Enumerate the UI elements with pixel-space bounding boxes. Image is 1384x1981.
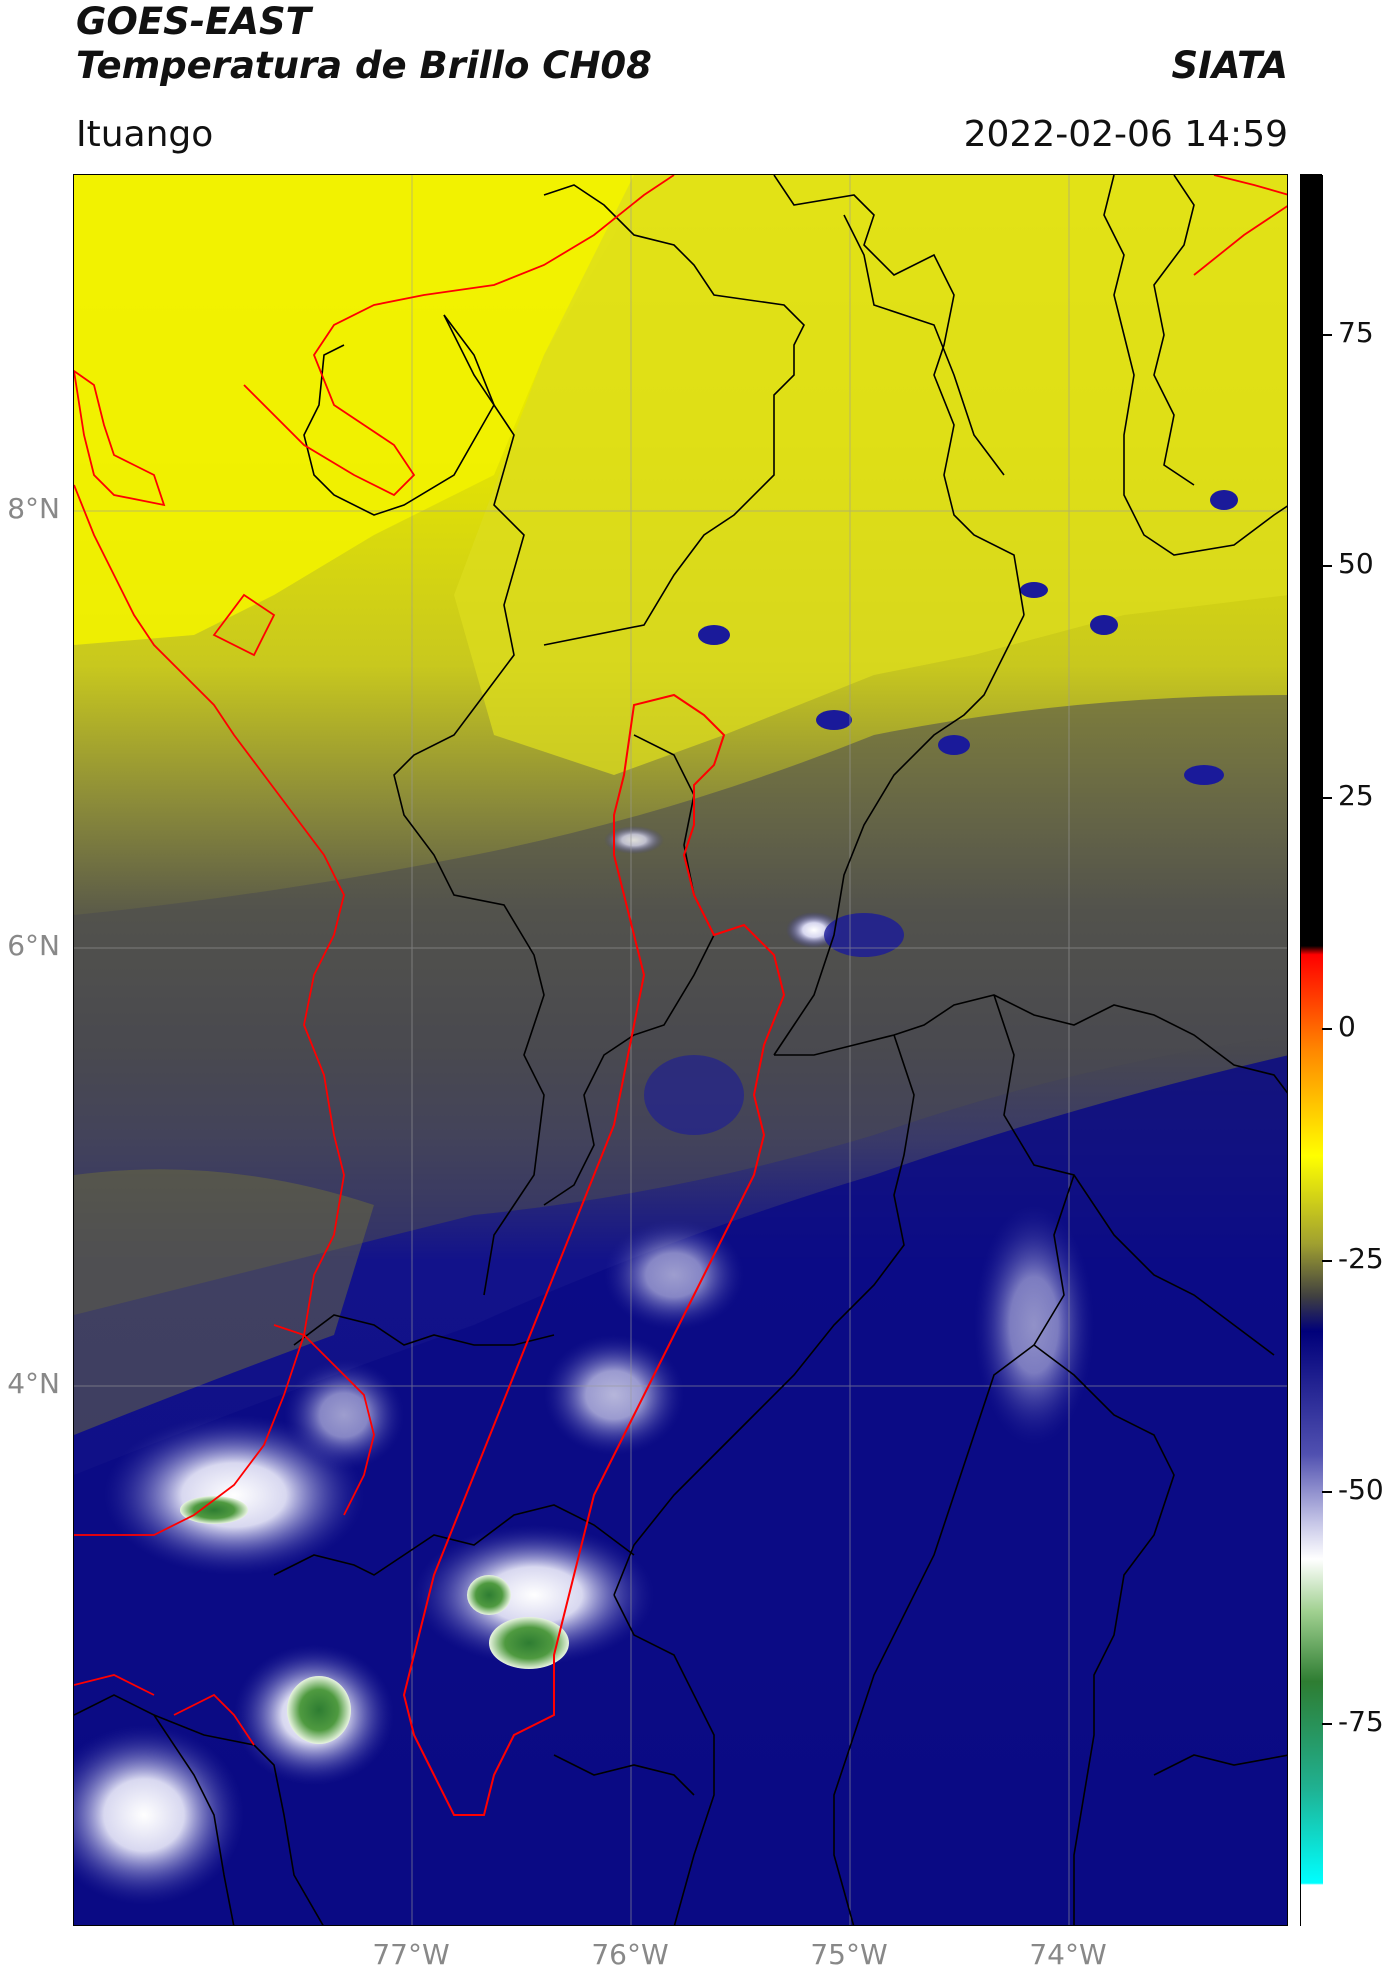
- cbar-label-m25: -25: [1338, 1242, 1384, 1275]
- cbar-label-m75: -75: [1338, 1705, 1384, 1738]
- cold-top-d: [489, 1617, 569, 1669]
- datetime-label: 2022-02-06 14:59: [963, 114, 1288, 155]
- warm-region-east: [454, 175, 1287, 775]
- cbar-tick-25: [1322, 797, 1332, 799]
- lon-label-77w: 77°W: [372, 1938, 450, 1971]
- cbar-label-50: 50: [1338, 547, 1374, 580]
- map-canvas: [74, 175, 1287, 1925]
- cbar-label-0: 0: [1338, 1010, 1356, 1043]
- ituango-basin: [402, 693, 786, 1816]
- cbar-tick-m25: [1322, 1260, 1332, 1262]
- cbar-label-25: 25: [1338, 779, 1374, 812]
- lat-label-8n: 8°N: [7, 492, 60, 525]
- cold-top-c: [467, 1575, 511, 1615]
- cell-9: [644, 1055, 744, 1135]
- cbar-tick-75: [1322, 334, 1332, 336]
- cell-4: [1090, 615, 1118, 635]
- olive-band: [74, 1169, 374, 1435]
- cloud-a: [104, 1415, 364, 1575]
- cell-7: [1184, 765, 1224, 785]
- cell-6: [1020, 582, 1048, 598]
- basin-outlines: [74, 175, 1287, 1746]
- cell-3: [938, 735, 970, 755]
- region-label: Ituango: [76, 114, 214, 155]
- cbar-tick-m50: [1322, 1491, 1332, 1493]
- lon-label-75w: 75°W: [810, 1938, 888, 1971]
- cold-top-b: [287, 1676, 351, 1744]
- cloud-f: [604, 1220, 744, 1330]
- lon-label-74w: 74°W: [1029, 1938, 1107, 1971]
- lat-label-6n: 6°N: [7, 929, 60, 962]
- cbar-label-75: 75: [1338, 316, 1374, 349]
- cloud-d: [74, 1725, 244, 1905]
- cloud-j: [284, 1360, 404, 1470]
- brand-label: SIATA: [1171, 44, 1288, 87]
- cell-8: [824, 913, 904, 957]
- colorbar-gradient: [1301, 175, 1323, 1927]
- cell-2: [816, 710, 852, 730]
- lon-label-76w: 76°W: [591, 1938, 669, 1971]
- cloud-c: [414, 1525, 654, 1665]
- cloud-i: [604, 826, 664, 854]
- department-boundaries: [74, 175, 1287, 1925]
- title-product: Temperatura de Brillo CH08: [76, 44, 652, 87]
- cell-1: [698, 625, 730, 645]
- cbar-tick-0: [1322, 1028, 1332, 1030]
- colorbar: [1300, 174, 1323, 1927]
- cell-5: [1210, 490, 1238, 510]
- gray-band: [74, 695, 1287, 1315]
- cloud-g: [974, 1205, 1094, 1445]
- cold-top-a: [180, 1496, 248, 1524]
- title-satellite: GOES-EAST: [76, 0, 311, 43]
- map-panel[interactable]: [73, 174, 1288, 1926]
- cbar-tick-m75: [1322, 1723, 1332, 1725]
- graticule: [74, 175, 1287, 1925]
- warm-region: [74, 175, 634, 645]
- cbar-tick-50: [1322, 565, 1332, 567]
- lat-label-4n: 4°N: [7, 1367, 60, 1400]
- cloud-e: [544, 1335, 684, 1455]
- cbar-label-m50: -50: [1338, 1473, 1384, 1506]
